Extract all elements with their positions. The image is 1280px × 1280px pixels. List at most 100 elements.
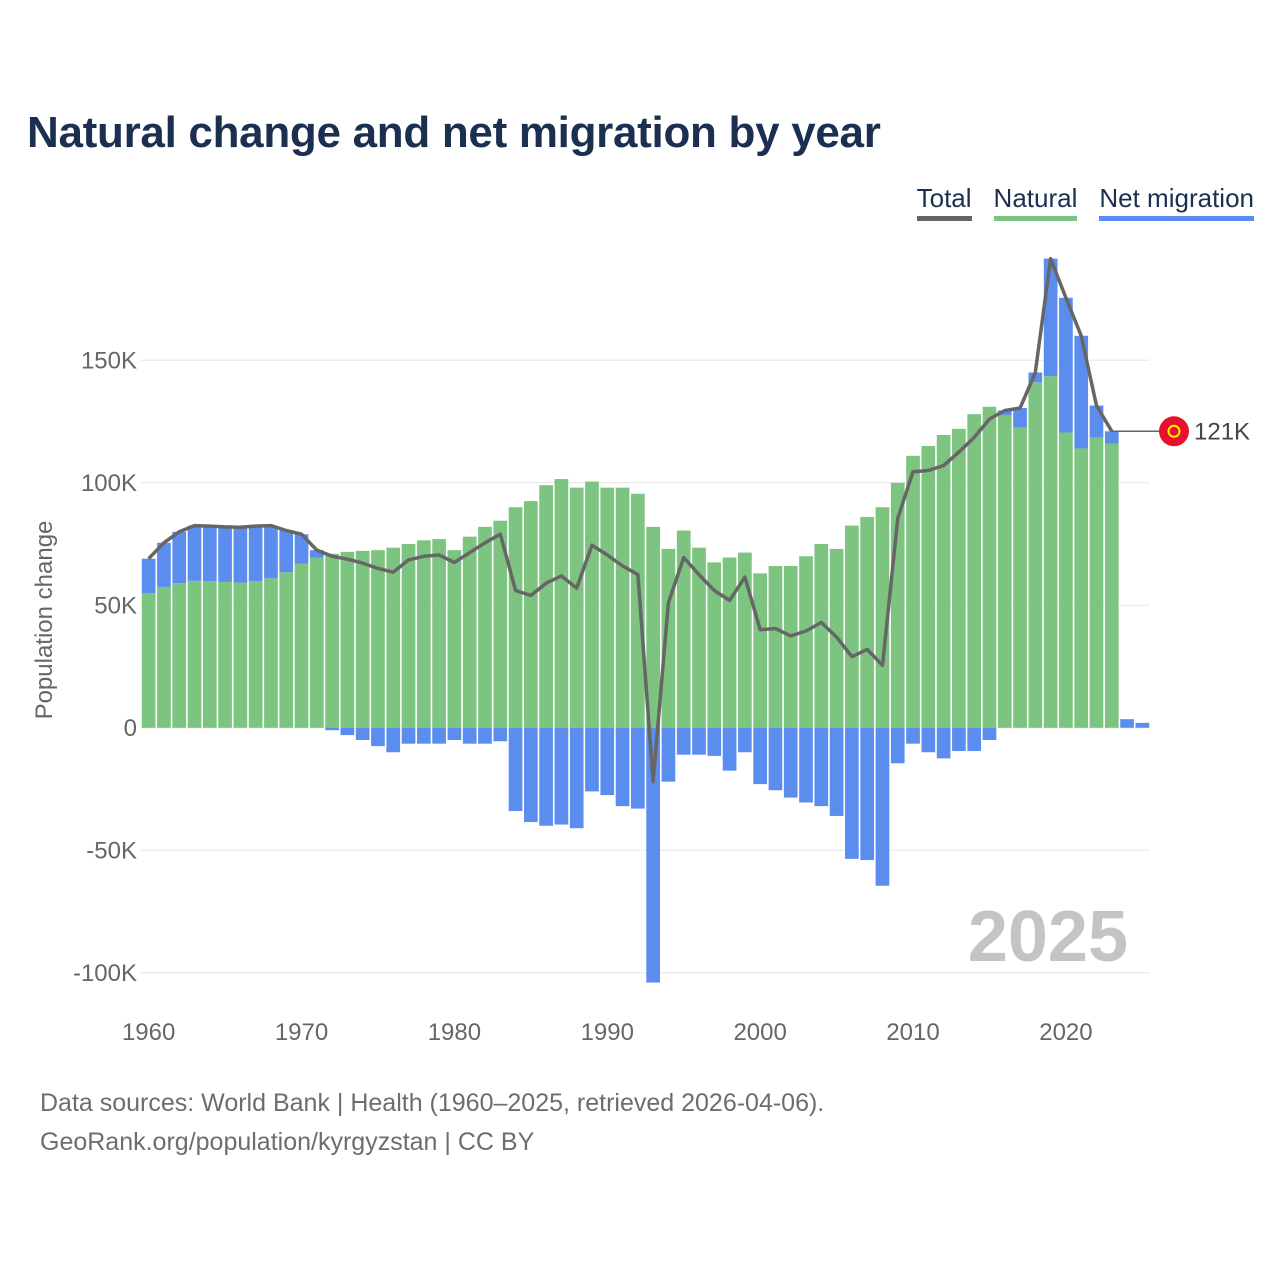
natural-bar[interactable] (997, 415, 1012, 728)
natural-bar[interactable] (218, 581, 232, 728)
migration-bar[interactable] (1043, 258, 1058, 377)
migration-bar[interactable] (141, 558, 156, 593)
migration-bar[interactable] (921, 727, 936, 753)
natural-bar[interactable] (202, 581, 217, 728)
legend-item-natural[interactable]: Natural (993, 182, 1078, 221)
natural-bar[interactable] (1043, 376, 1058, 728)
migration-bar[interactable] (462, 727, 477, 744)
migration-bar[interactable] (875, 727, 890, 886)
natural-bar[interactable] (615, 487, 630, 728)
migration-bar[interactable] (157, 542, 171, 587)
natural-bar[interactable] (172, 583, 187, 728)
natural-bar[interactable] (294, 563, 309, 728)
migration-bar[interactable] (600, 727, 615, 796)
migration-bar[interactable] (1028, 372, 1043, 383)
natural-bar[interactable] (416, 540, 431, 728)
natural-bar[interactable] (371, 550, 385, 728)
natural-bar[interactable] (279, 572, 294, 728)
natural-bar[interactable] (753, 573, 768, 728)
migration-bar[interactable] (692, 727, 706, 755)
migration-bar[interactable] (585, 727, 599, 792)
natural-bar[interactable] (1059, 432, 1073, 728)
natural-bar[interactable] (906, 455, 920, 728)
natural-bar[interactable] (1074, 448, 1089, 728)
natural-bar[interactable] (952, 428, 966, 728)
migration-bar[interactable] (569, 727, 584, 829)
migration-bar[interactable] (1059, 297, 1073, 433)
migration-bar[interactable] (264, 525, 278, 579)
migration-bar[interactable] (982, 727, 997, 740)
migration-bar[interactable] (722, 727, 737, 771)
migration-bar[interactable] (279, 530, 294, 573)
natural-bar[interactable] (707, 562, 722, 728)
migration-bar[interactable] (1104, 431, 1119, 444)
natural-bar[interactable] (783, 566, 798, 728)
migration-bar[interactable] (401, 727, 416, 744)
migration-bar[interactable] (1135, 722, 1150, 728)
migration-bar[interactable] (554, 727, 569, 825)
natural-bar[interactable] (569, 487, 584, 728)
natural-bar[interactable] (585, 481, 599, 728)
migration-bar[interactable] (783, 727, 798, 798)
natural-bar[interactable] (631, 493, 645, 728)
migration-bar[interactable] (845, 727, 859, 859)
natural-bar[interactable] (141, 593, 156, 728)
natural-bar[interactable] (233, 582, 248, 728)
natural-bar[interactable] (478, 526, 492, 728)
migration-bar[interactable] (447, 727, 462, 740)
migration-bar[interactable] (906, 727, 920, 744)
natural-bar[interactable] (447, 550, 462, 728)
natural-bar[interactable] (982, 406, 997, 728)
natural-bar[interactable] (187, 580, 202, 728)
natural-bar[interactable] (309, 557, 324, 728)
migration-bar[interactable] (523, 727, 538, 823)
migration-bar[interactable] (416, 727, 431, 744)
migration-bar[interactable] (799, 727, 813, 803)
natural-bar[interactable] (1028, 382, 1043, 728)
migration-bar[interactable] (738, 727, 752, 753)
migration-bar[interactable] (676, 727, 691, 755)
migration-bar[interactable] (1074, 335, 1089, 449)
natural-bar[interactable] (508, 507, 523, 728)
natural-bar[interactable] (493, 520, 508, 728)
natural-bar[interactable] (1104, 443, 1119, 728)
migration-bar[interactable] (768, 727, 783, 791)
natural-bar[interactable] (768, 566, 783, 728)
natural-bar[interactable] (845, 525, 859, 728)
migration-bar[interactable] (172, 531, 187, 584)
migration-bar[interactable] (952, 727, 966, 752)
migration-bar[interactable] (615, 727, 630, 807)
migration-bar[interactable] (187, 525, 202, 581)
migration-bar[interactable] (539, 727, 553, 826)
migration-bar[interactable] (829, 727, 844, 816)
migration-bar[interactable] (707, 727, 722, 756)
natural-bar[interactable] (600, 487, 615, 728)
natural-bar[interactable] (157, 586, 171, 728)
natural-bar[interactable] (799, 556, 813, 728)
natural-bar[interactable] (936, 434, 951, 728)
migration-bar[interactable] (248, 526, 263, 582)
natural-bar[interactable] (646, 526, 660, 728)
natural-bar[interactable] (523, 501, 538, 728)
natural-bar[interactable] (676, 530, 691, 728)
natural-bar[interactable] (1013, 427, 1027, 728)
natural-bar[interactable] (401, 544, 416, 728)
migration-bar[interactable] (1120, 719, 1134, 728)
legend-item-net-migration[interactable]: Net migration (1099, 182, 1254, 221)
migration-bar[interactable] (508, 727, 523, 812)
natural-bar[interactable] (814, 544, 829, 728)
migration-bar[interactable] (233, 527, 248, 583)
migration-bar[interactable] (631, 727, 645, 809)
migration-bar[interactable] (814, 727, 829, 807)
natural-bar[interactable] (340, 551, 355, 728)
migration-bar[interactable] (355, 727, 370, 740)
natural-bar[interactable] (248, 581, 263, 728)
migration-bar[interactable] (371, 727, 385, 747)
natural-bar[interactable] (1089, 437, 1104, 728)
natural-bar[interactable] (921, 446, 936, 728)
natural-bar[interactable] (554, 479, 569, 728)
legend-item-total[interactable]: Total (916, 182, 972, 221)
migration-bar[interactable] (967, 727, 982, 752)
migration-bar[interactable] (340, 727, 355, 736)
natural-bar[interactable] (875, 507, 890, 728)
